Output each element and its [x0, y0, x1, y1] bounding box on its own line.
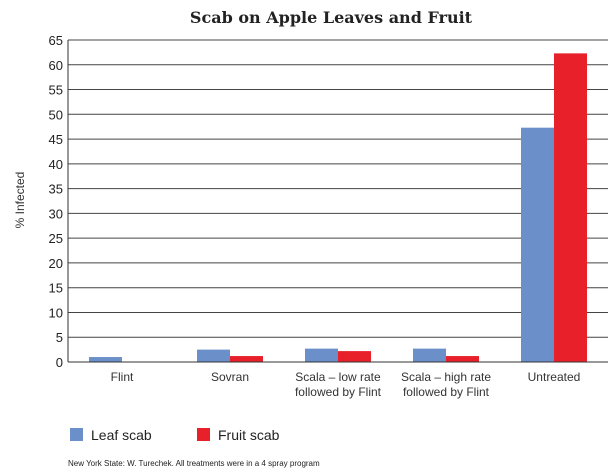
y-tick-label: 35 [49, 182, 63, 197]
legend-swatch [70, 428, 83, 441]
y-tick-label: 55 [49, 83, 63, 98]
legend-swatch [197, 428, 210, 441]
footnote: New York State: W. Turechek. All treatme… [68, 459, 320, 468]
category-label: followed by Flint [403, 385, 490, 399]
y-tick-label: 40 [49, 157, 63, 172]
bars [89, 53, 587, 362]
bar-leaf-scab [521, 127, 554, 362]
bar-leaf-scab [305, 348, 338, 362]
y-tick-label: 60 [49, 58, 63, 73]
chart-title: Scab on Apple Leaves and Fruit [190, 8, 473, 27]
y-tick-label: 15 [49, 281, 63, 296]
y-tick-label: 30 [49, 206, 63, 221]
bar-fruit-scab [446, 356, 479, 362]
bar-leaf-scab [197, 349, 230, 362]
bar-leaf-scab [89, 357, 122, 362]
y-tick-labels: 0 5 10 15 20 25 30 35 40 45 50 55 60 65 [49, 33, 63, 370]
y-tick-label: 45 [49, 132, 63, 147]
y-axis-label: % Infected [13, 172, 27, 229]
category-label: Scala – high rate [401, 370, 491, 384]
y-tick-label: 10 [49, 305, 63, 320]
y-tick-label: 25 [49, 231, 63, 246]
category-label: Scala – low rate [295, 370, 381, 384]
y-tick-label: 0 [56, 355, 63, 370]
bar-fruit-scab [554, 53, 587, 362]
category-label: Flint [111, 370, 134, 384]
legend-label: Fruit scab [218, 427, 280, 443]
bar-leaf-scab [413, 348, 446, 362]
y-tick-label: 20 [49, 256, 63, 271]
y-tick-label: 50 [49, 107, 63, 122]
legend: Leaf scab Fruit scab [70, 427, 280, 443]
category-label: followed by Flint [295, 385, 382, 399]
category-label: Untreated [528, 370, 581, 384]
bar-fruit-scab [338, 351, 371, 362]
category-label: Sovran [211, 370, 249, 384]
bar-fruit-scab [230, 356, 263, 362]
y-tick-label: 5 [56, 330, 63, 345]
y-tick-label: 65 [49, 33, 63, 48]
gridlines [68, 39, 608, 338]
legend-label: Leaf scab [91, 427, 152, 443]
